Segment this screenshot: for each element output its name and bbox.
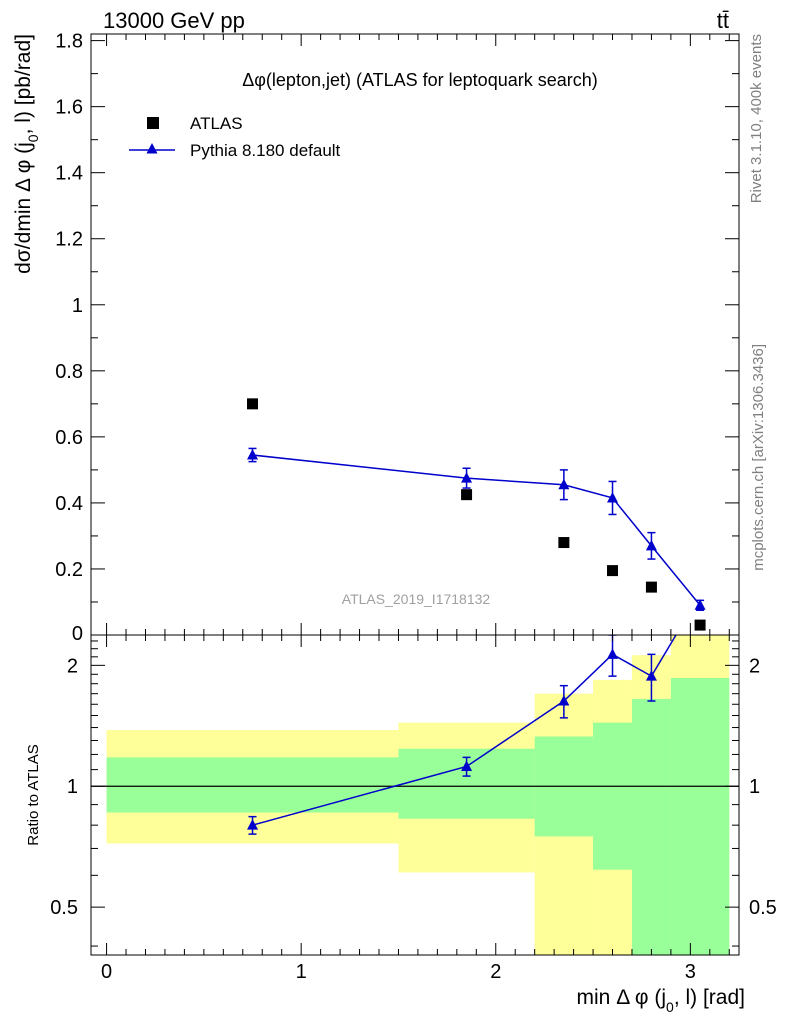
analysis-watermark: ATLAS_2019_I1718132 [342, 591, 491, 607]
ratio-y-tick-label: 1 [67, 776, 78, 798]
main-frame [90, 33, 740, 636]
ratio-y-tick-label-right: 2 [749, 655, 760, 677]
rivet-label: Rivet 3.1.10, 400k events [748, 34, 765, 203]
legend-marker-pythia [146, 143, 158, 154]
ratio-y-tick-label-right: 0.5 [749, 897, 777, 919]
ratio-y-tick-label-right: 1 [749, 776, 760, 798]
y-axis-label: dσ/dmin Δ φ (j0, l) [pb/rad] [12, 34, 41, 274]
legend-marker-atlas [147, 117, 159, 129]
main-panel: 0.2 0.4 0.6 0.8 1 1.2 1.4 1.6 1.8 0 Δφ(lepton,jet… [12, 31, 740, 645]
ratio-pythia-point [645, 670, 657, 681]
ratio-y-tick-label: 2 [67, 655, 78, 677]
process-label: tt̄ [717, 8, 729, 33]
y-tick-label: 0.8 [55, 361, 83, 383]
ratio-pythia-point [695, 589, 706, 600]
pythia-data-point [694, 599, 706, 610]
y-tick-label-zero: 0 [72, 623, 83, 645]
pythia-data-point [558, 478, 570, 490]
y-tick-label: 1.6 [55, 97, 83, 119]
ratio-pythia-point [558, 695, 570, 706]
y-tick-label: 1 [72, 295, 83, 317]
atlas-data-point [247, 398, 259, 410]
y-tick-label: 1.4 [55, 163, 83, 185]
pythia-data-point [461, 472, 473, 483]
y-tick-label: 1.2 [55, 229, 83, 251]
x-tick-label: 1 [296, 961, 307, 983]
ratio-y-tick-label: 0.5 [50, 897, 78, 919]
uncertainty-band-green [593, 722, 632, 870]
pythia-data-point [607, 491, 619, 503]
x-tick-label: 2 [490, 961, 501, 983]
atlas-data-point [558, 537, 570, 549]
atlas-data-point [694, 619, 706, 631]
y-tick-label: 0.4 [55, 493, 83, 515]
ratio-pythia-line [252, 635, 677, 826]
atlas-data-point [607, 565, 619, 577]
legend: ATLAS Pythia 8.180 default [129, 114, 341, 160]
atlas-data-point [645, 581, 657, 593]
ratio-pythia-point [607, 648, 619, 659]
pythia-data-point [645, 539, 657, 551]
pythia-line [252, 454, 701, 606]
x-tick-label: 3 [685, 961, 696, 983]
x-tick-label: 0 [101, 961, 112, 983]
uncertainty-band-green [631, 698, 671, 955]
uncertainty-band-green [106, 757, 399, 813]
chart-title: Δφ(lepton,jet) (ATLAS for leptoquark sea… [242, 70, 598, 90]
pythia-data-point [247, 449, 259, 460]
y-tick-label: 0.6 [55, 427, 83, 449]
legend-label-pythia: Pythia 8.180 default [190, 141, 341, 160]
ratio-y-axis-label: Ratio to ATLAS [25, 744, 42, 845]
ratio-frame [90, 634, 740, 956]
x-axis-label: min Δ φ (j0, l) [rad] [577, 986, 745, 1015]
ratio-panel: 0 1 2 3 0.5 0.5 1 1 2 2 Ratio to ATLAS min Δ φ (j… [25, 589, 777, 1015]
y-tick-label: 1.8 [55, 31, 83, 53]
legend-label-atlas: ATLAS [190, 114, 243, 133]
uncertainty-band-green [670, 677, 730, 955]
ratio-pythia-point [461, 760, 473, 771]
ratio-pythia-point [247, 819, 259, 830]
y-tick-label: 0.2 [55, 559, 83, 581]
source-label: mcplots.cern.ch [arXiv:1306.3436] [750, 344, 767, 571]
atlas-data-point [461, 489, 473, 501]
energy-label: 13000 GeV pp [103, 8, 245, 33]
